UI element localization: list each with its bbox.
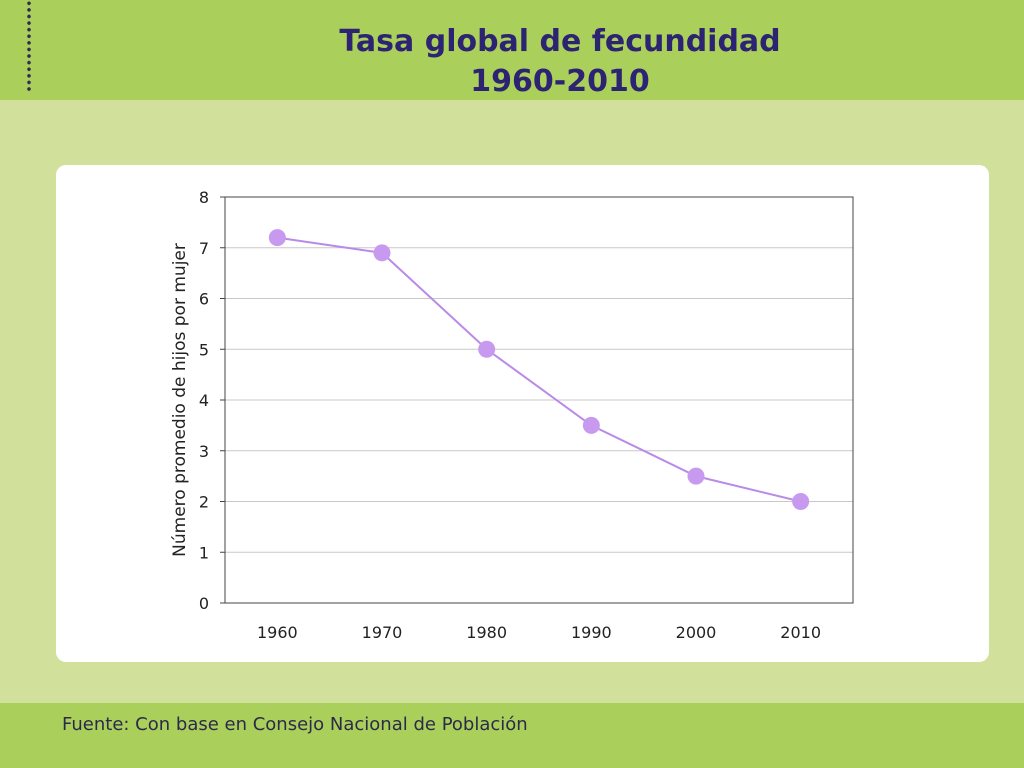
x-tick-label: 2000 [676,623,717,642]
y-tick-label: 7 [199,239,209,258]
y-tick-label: 3 [199,442,209,461]
x-tick-label: 2010 [780,623,821,642]
data-point [687,467,705,485]
series-line [277,236,801,503]
y-axis-label: Número promedio de hijos por mujer [170,243,190,557]
data-point [792,493,810,510]
data-point [268,229,286,247]
y-tick-label: 4 [199,391,209,410]
x-tick-label: 1980 [466,623,507,642]
y-tick-label: 0 [199,594,209,613]
footer-band [0,703,1024,768]
title-line-1: Tasa global de fecundidad [339,24,781,59]
y-tick-label: 6 [199,290,209,309]
y-tick-label: 2 [199,493,209,512]
x-tick-label: 1960 [257,623,298,642]
x-tick-label: 1970 [362,623,403,642]
header-band [0,0,1024,100]
data-point [373,244,391,262]
y-tick-label: 5 [199,340,209,359]
x-tick-label: 1990 [571,623,612,642]
source-note: Fuente: Con base en Consejo Nacional de … [62,714,528,735]
title-line-2: 1960-2010 [470,64,650,99]
page-title: Tasa global de fecundidad 1960-2010 [300,22,820,102]
data-point [478,340,496,358]
data-point [582,416,600,434]
y-tick-label: 8 [199,188,209,207]
dotted-decoration [26,0,32,92]
y-tick-label: 1 [199,543,209,562]
